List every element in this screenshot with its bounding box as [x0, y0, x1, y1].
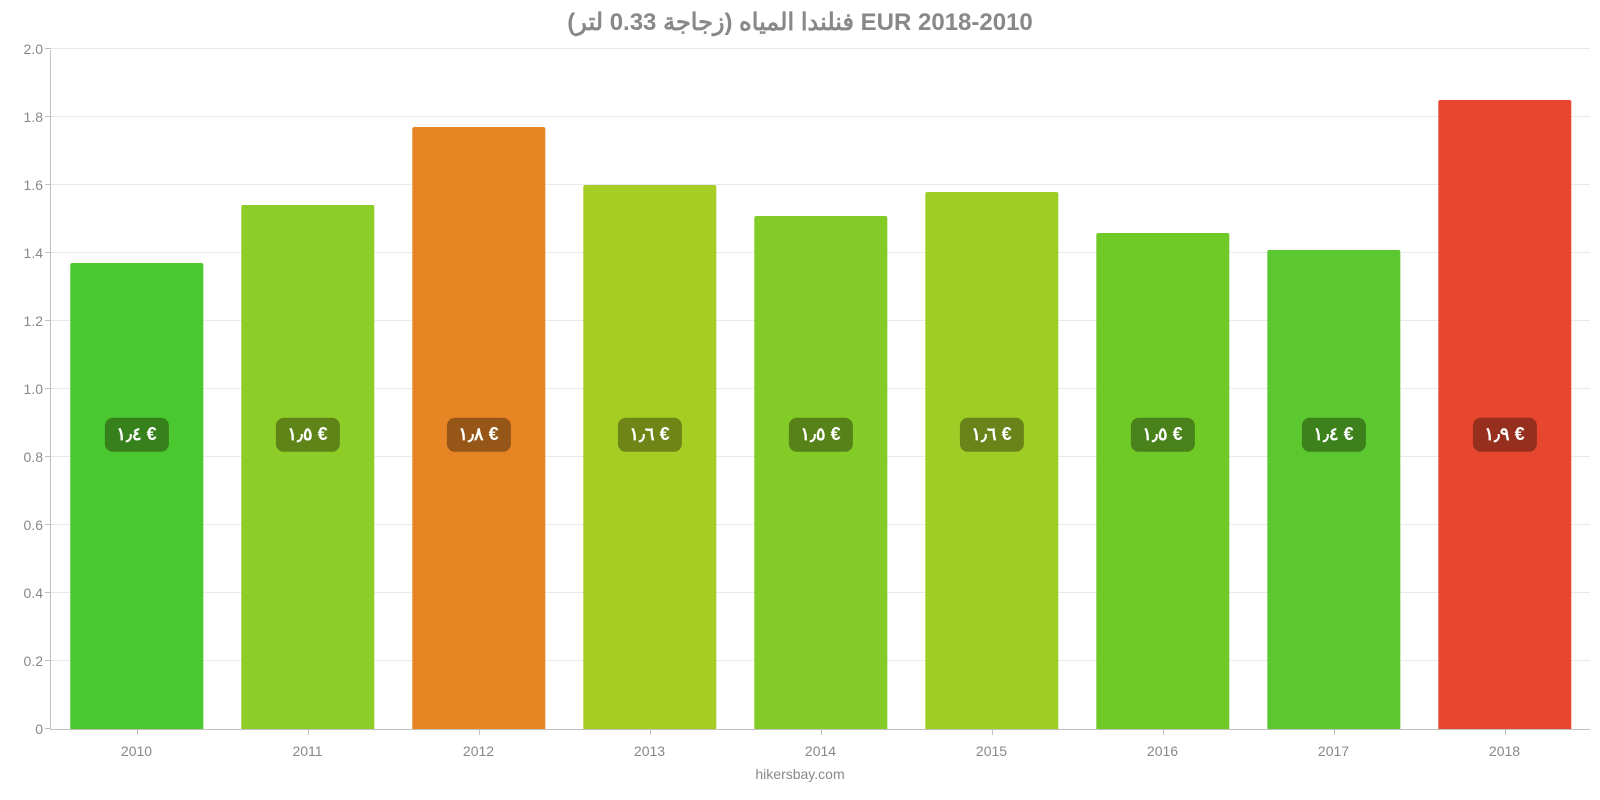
y-tick-label: 1.6 [24, 177, 51, 193]
y-tick-label: 1.8 [24, 109, 51, 125]
bar-value-label: ١٫٤ € [1301, 418, 1365, 452]
x-tick-mark [821, 729, 822, 735]
y-tick-label: 2.0 [24, 41, 51, 57]
x-tick-mark [479, 729, 480, 735]
bar [754, 216, 887, 729]
plot-area: ١٫٤ €2010١٫٥ €2011١٫٨ €2012١٫٦ €2013١٫٥ … [50, 50, 1590, 730]
bar-value-label: ١٫٥ € [788, 418, 852, 452]
x-tick-mark [137, 729, 138, 735]
x-tick-mark [650, 729, 651, 735]
grid-line [51, 48, 1590, 49]
chart-source: hikersbay.com [0, 766, 1600, 782]
bar [1438, 100, 1571, 729]
y-tick-label: 0 [35, 721, 51, 737]
bar-slot: ١٫٥ €2016 [1077, 50, 1248, 729]
bar [241, 205, 374, 729]
x-tick-mark [308, 729, 309, 735]
bar [70, 263, 203, 729]
bar-slot: ١٫٩ €2018 [1419, 50, 1590, 729]
bar-value-label: ١٫٩ € [1472, 418, 1536, 452]
x-tick-mark [1334, 729, 1335, 735]
x-tick-mark [992, 729, 993, 735]
x-tick-mark [1505, 729, 1506, 735]
y-tick-label: 0.6 [24, 517, 51, 533]
bar-slot: ١٫٦ €2013 [564, 50, 735, 729]
bar-slot: ١٫٥ €2014 [735, 50, 906, 729]
y-tick-label: 0.8 [24, 449, 51, 465]
bar-value-label: ١٫٥ € [275, 418, 339, 452]
y-tick-label: 1.2 [24, 313, 51, 329]
bar [925, 192, 1058, 729]
bar-value-label: ١٫٥ € [1130, 418, 1194, 452]
bar-slot: ١٫٤ €2017 [1248, 50, 1419, 729]
bar-slot: ١٫٦ €2015 [906, 50, 1077, 729]
chart-container: فنلندا المياه (زجاجة 0.33 لتر) EUR 2018-… [0, 0, 1600, 800]
bar-value-label: ١٫٨ € [446, 418, 510, 452]
y-tick-label: 1.0 [24, 381, 51, 397]
bar-value-label: ١٫٦ € [617, 418, 681, 452]
y-tick-label: 0.2 [24, 653, 51, 669]
bar [1096, 233, 1229, 729]
bar-value-label: ١٫٦ € [959, 418, 1023, 452]
x-tick-mark [1163, 729, 1164, 735]
bar-slot: ١٫٤ €2010 [51, 50, 222, 729]
bar [583, 185, 716, 729]
y-tick-label: 0.4 [24, 585, 51, 601]
y-tick-label: 1.4 [24, 245, 51, 261]
bar [1267, 250, 1400, 729]
chart-title: فنلندا المياه (زجاجة 0.33 لتر) EUR 2018-… [0, 8, 1600, 37]
bar-slot: ١٫٨ €2012 [393, 50, 564, 729]
bar-value-label: ١٫٤ € [104, 418, 168, 452]
bars-group: ١٫٤ €2010١٫٥ €2011١٫٨ €2012١٫٦ €2013١٫٥ … [51, 50, 1590, 729]
bar-slot: ١٫٥ €2011 [222, 50, 393, 729]
y-tick-mark [45, 48, 51, 49]
